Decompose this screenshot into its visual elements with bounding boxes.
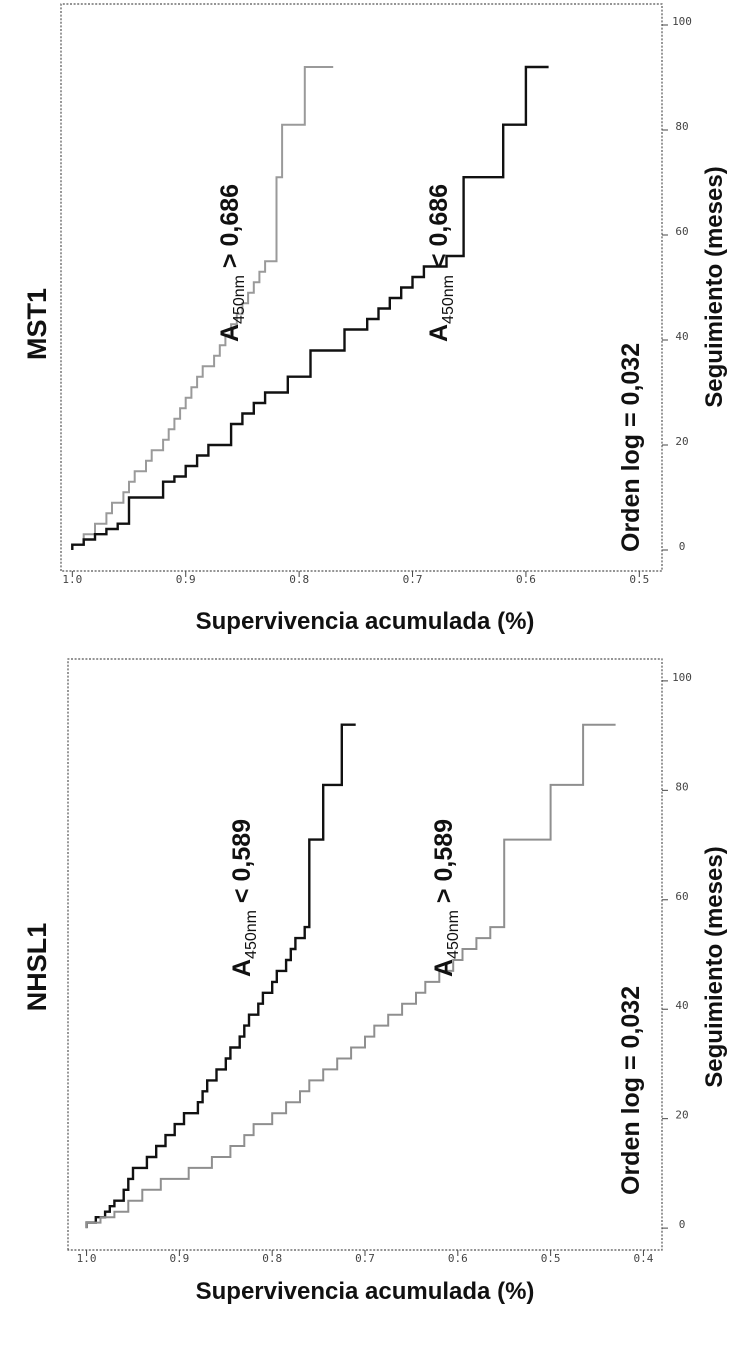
series-group-mst1 <box>71 65 549 550</box>
survival-curve-series-0 <box>71 66 334 550</box>
series-label-mst1-high-sub: 450nm <box>231 275 248 324</box>
series-label-nhsl1-high-suffix: > 0,589 <box>430 819 458 910</box>
y-tick-label: 0.8 <box>262 1252 282 1265</box>
x-tick-label: 40 <box>675 999 688 1012</box>
y-tick-label: 0.9 <box>169 1252 189 1265</box>
x-tick-label: 40 <box>675 330 688 343</box>
x-tick-label: 20 <box>675 1109 688 1122</box>
y-axis-mst1: 1.0 0.9 0.8 0.7 0.6 0.5 <box>62 571 649 586</box>
x-tick-label: 100 <box>672 671 692 684</box>
y-axis-label-mst1: Supervivencia acumulada (%) <box>196 608 535 635</box>
y-tick-label: 0.7 <box>403 573 423 586</box>
series-label-mst1-low-sub: 450nm <box>440 275 457 324</box>
x-tick-label: 20 <box>675 435 688 448</box>
y-tick-label: 0.5 <box>629 573 649 586</box>
panel-nhsl1: NHSL1 1.0 0.9 0.8 0.7 0.6 0.5 0.4 0 20 40 60 80 100… <box>22 658 728 1305</box>
series-label-nhsl1-high: A450nm > 0,589 <box>430 819 462 977</box>
y-tick-label: 0.9 <box>176 573 196 586</box>
series-label-mst1-high: A450nm > 0,686 <box>216 184 248 342</box>
series-label-nhsl1-low-sub: 450nm <box>243 910 260 959</box>
series-label-nhsl1-high-prefix: A <box>430 959 458 977</box>
x-tick-label: 80 <box>675 120 688 133</box>
x-tick-label: 100 <box>672 15 692 28</box>
y-axis-label-nhsl1: Supervivencia acumulada (%) <box>196 1278 535 1305</box>
plot-frame-nhsl1 <box>67 658 663 1251</box>
y-tick-label: 0.4 <box>634 1252 654 1265</box>
series-label-nhsl1-high-sub: 450nm <box>445 910 462 959</box>
y-tick-label: 1.0 <box>62 573 82 586</box>
y-tick-label: 0.7 <box>355 1252 375 1265</box>
series-label-mst1-low: A450nm < 0,686 <box>425 184 457 342</box>
series-label-nhsl1-low-prefix: A <box>228 959 256 977</box>
y-tick-label: 1.0 <box>77 1252 97 1265</box>
x-tick-label: 60 <box>675 890 688 903</box>
x-tick-label: 0 <box>679 1218 686 1231</box>
chart-title-nhsl1: NHSL1 <box>22 923 52 1012</box>
x-axis-label-mst1: Seguimiento (meses) <box>701 166 728 407</box>
series-label-nhsl1-low: A450nm < 0,589 <box>228 819 260 977</box>
survival-curve-series-1 <box>71 65 549 550</box>
annotation-mst1: Orden log = 0,032 <box>617 343 645 552</box>
series-label-nhsl1-low-suffix: < 0,589 <box>228 819 256 910</box>
series-label-mst1-high-prefix: A <box>216 324 244 342</box>
chart-title-mst1: MST1 <box>22 288 52 360</box>
x-axis-mst1: 0 20 40 60 80 100 <box>662 15 692 553</box>
series-label-mst1-low-prefix: A <box>425 324 453 342</box>
survival-curve-series-0 <box>85 723 356 1229</box>
x-tick-label: 0 <box>679 540 686 553</box>
series-label-mst1-high-suffix: > 0,686 <box>216 184 244 275</box>
y-tick-label: 0.6 <box>448 1252 468 1265</box>
x-tick-label: 60 <box>675 225 688 238</box>
series-group-nhsl1 <box>85 723 616 1229</box>
x-axis-nhsl1: 0 20 40 60 80 100 <box>662 671 692 1231</box>
survival-curve-series-1 <box>85 723 616 1229</box>
y-tick-label: 0.5 <box>541 1252 561 1265</box>
panel-mst1: MST1 1.0 0.9 0.8 0.7 0.6 0.5 0 20 40 60 80 100 Ord… <box>22 3 728 635</box>
plot-frame-mst1 <box>60 3 663 572</box>
x-tick-label: 80 <box>675 780 688 793</box>
y-tick-label: 0.8 <box>289 573 309 586</box>
annotation-nhsl1: Orden log = 0,032 <box>617 986 645 1195</box>
y-tick-label: 0.6 <box>516 573 536 586</box>
series-label-mst1-low-suffix: < 0,686 <box>425 184 453 275</box>
y-axis-nhsl1: 1.0 0.9 0.8 0.7 0.6 0.5 0.4 <box>77 1250 654 1265</box>
x-axis-label-nhsl1: Seguimiento (meses) <box>701 846 728 1087</box>
